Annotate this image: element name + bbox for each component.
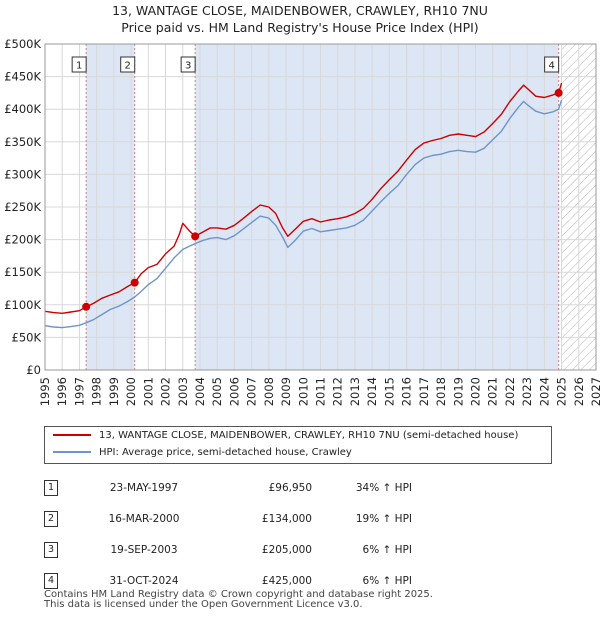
sale-label-4: 4 bbox=[548, 61, 554, 72]
y-tick-label: £450K bbox=[4, 70, 41, 84]
row-number-badge: 2 bbox=[44, 510, 58, 527]
row-number-badge: 4 bbox=[44, 572, 58, 589]
sale-date: 23-MAY-1997 bbox=[109, 481, 179, 494]
x-tick-label: 1997 bbox=[72, 377, 86, 406]
sale-date: 19-SEP-2003 bbox=[110, 543, 178, 556]
sale-label-2: 2 bbox=[125, 61, 131, 72]
legend-swatch-property bbox=[53, 434, 91, 436]
sale-label-box-4 bbox=[544, 56, 560, 73]
x-tick-label: 2000 bbox=[124, 377, 138, 406]
footer-line-1: Contains HM Land Registry data © Crown c… bbox=[44, 589, 433, 600]
x-tick-label: 2017 bbox=[417, 377, 431, 406]
x-tick-label: 2009 bbox=[279, 377, 293, 406]
sale-label-3: 3 bbox=[185, 61, 191, 72]
legend-label-hpi: HPI: Average price, semi-detached house,… bbox=[99, 447, 352, 458]
x-tick-label: 2016 bbox=[400, 377, 414, 406]
legend-item-property: 13, WANTAGE CLOSE, MAIDENBOWER, CRAWLEY,… bbox=[53, 428, 518, 444]
y-tick-label: £50K bbox=[12, 330, 42, 344]
price-chart: 1 2 3 4 £0 £50K £100K £150K £200K £250K £300K £350K… bbox=[4, 37, 600, 406]
x-tick-label: 2011 bbox=[314, 377, 328, 406]
table-row: 4 31-OCT-2024 £425,000 6% ↑ HPI bbox=[40, 565, 412, 596]
table-row: 2 16-MAR-2000 £134,000 19% ↑ HPI bbox=[40, 503, 412, 534]
sale-label-box-2 bbox=[120, 56, 136, 73]
y-tick-label: £500K bbox=[4, 37, 41, 51]
x-tick-label: 1995 bbox=[38, 377, 52, 406]
x-tick-label: 2019 bbox=[451, 377, 465, 406]
sale-date: 31-OCT-2024 bbox=[109, 574, 179, 587]
hpi-line bbox=[44, 99, 563, 329]
x-tick-label: 2004 bbox=[193, 377, 207, 406]
x-tick-label: 1996 bbox=[55, 377, 69, 406]
row-number-badge: 1 bbox=[44, 479, 58, 496]
sale-label-box-1 bbox=[71, 56, 87, 73]
sale-date: 16-MAR-2000 bbox=[108, 512, 180, 525]
sale-point-1 bbox=[82, 302, 91, 311]
x-tick-label: 2002 bbox=[159, 377, 173, 406]
sale-label-box-3 bbox=[180, 56, 196, 73]
sale-price: £425,000 bbox=[261, 574, 312, 587]
x-tick-label: 1998 bbox=[90, 377, 104, 406]
x-tick-label: 2001 bbox=[141, 377, 155, 406]
x-tick-label: 2007 bbox=[245, 377, 259, 406]
sale-price: £134,000 bbox=[261, 512, 312, 525]
x-tick-label: 2008 bbox=[262, 377, 276, 406]
y-tick-label: £400K bbox=[4, 102, 41, 116]
hpi-difference: 19% ↑ HPI bbox=[355, 512, 412, 525]
x-tick-label: 2018 bbox=[434, 377, 448, 406]
chart-title: 13, WANTAGE CLOSE, MAIDENBOWER, CRAWLEY,… bbox=[0, 2, 600, 36]
x-tick-label: 1999 bbox=[107, 377, 121, 406]
hpi-difference: 6% ↑ HPI bbox=[362, 543, 412, 556]
y-tick-label: £0 bbox=[26, 363, 41, 377]
x-tick-label: 2026 bbox=[572, 377, 586, 406]
legend-swatch-hpi bbox=[53, 451, 91, 453]
x-tick-label: 2025 bbox=[555, 377, 569, 406]
legend: 13, WANTAGE CLOSE, MAIDENBOWER, CRAWLEY,… bbox=[44, 426, 552, 464]
x-tick-label: 2012 bbox=[331, 377, 345, 406]
x-tick-label: 2024 bbox=[537, 377, 551, 406]
table-row: 1 23-MAY-1997 £96,950 34% ↑ HPI bbox=[40, 472, 412, 503]
hpi-difference: 6% ↑ HPI bbox=[362, 574, 412, 587]
x-tick-label: 2020 bbox=[468, 377, 482, 406]
y-tick-label: £300K bbox=[4, 167, 41, 181]
x-tick-label: 2014 bbox=[365, 377, 379, 406]
y-tick-label: £200K bbox=[4, 233, 41, 247]
y-tick-label: £350K bbox=[4, 135, 41, 149]
table-row: 3 19-SEP-2003 £205,000 6% ↑ HPI bbox=[40, 534, 412, 565]
y-tick-label: £150K bbox=[4, 265, 41, 279]
footer-attribution: Contains HM Land Registry data © Crown c… bbox=[44, 590, 433, 610]
sale-label-1: 1 bbox=[76, 61, 82, 72]
title-line-1: 13, WANTAGE CLOSE, MAIDENBOWER, CRAWLEY,… bbox=[112, 3, 488, 18]
x-tick-label: 2015 bbox=[382, 377, 396, 406]
title-line-2: Price paid vs. HM Land Registry's House … bbox=[121, 20, 479, 35]
legend-item-hpi: HPI: Average price, semi-detached house,… bbox=[53, 445, 352, 461]
x-tick-label: 2022 bbox=[503, 377, 517, 406]
transactions-table: 1 23-MAY-1997 £96,950 34% ↑ HPI 2 16-MAR… bbox=[40, 472, 412, 596]
x-tick-label: 2003 bbox=[176, 377, 190, 406]
sale-price: £96,950 bbox=[268, 481, 312, 494]
x-tick-label: 2010 bbox=[296, 377, 310, 406]
sale-point-2 bbox=[130, 278, 139, 287]
x-tick-label: 2021 bbox=[486, 377, 500, 406]
y-tick-label: £100K bbox=[4, 298, 41, 312]
x-tick-label: 2023 bbox=[520, 377, 534, 406]
sale-point-3 bbox=[191, 232, 200, 241]
sale-price: £205,000 bbox=[261, 543, 312, 556]
x-tick-label: 2005 bbox=[210, 377, 224, 406]
footer-line-2: This data is licensed under the Open Gov… bbox=[44, 599, 363, 610]
legend-label-property: 13, WANTAGE CLOSE, MAIDENBOWER, CRAWLEY,… bbox=[99, 430, 519, 441]
row-number-badge: 3 bbox=[44, 541, 58, 558]
x-tick-label: 2006 bbox=[227, 377, 241, 406]
y-tick-label: £250K bbox=[4, 200, 41, 214]
x-tick-label: 2013 bbox=[348, 377, 362, 406]
x-tick-label: 2027 bbox=[589, 377, 600, 406]
hpi-difference: 34% ↑ HPI bbox=[355, 481, 412, 494]
sale-point-4 bbox=[554, 88, 563, 97]
plot-frame bbox=[44, 43, 597, 371]
